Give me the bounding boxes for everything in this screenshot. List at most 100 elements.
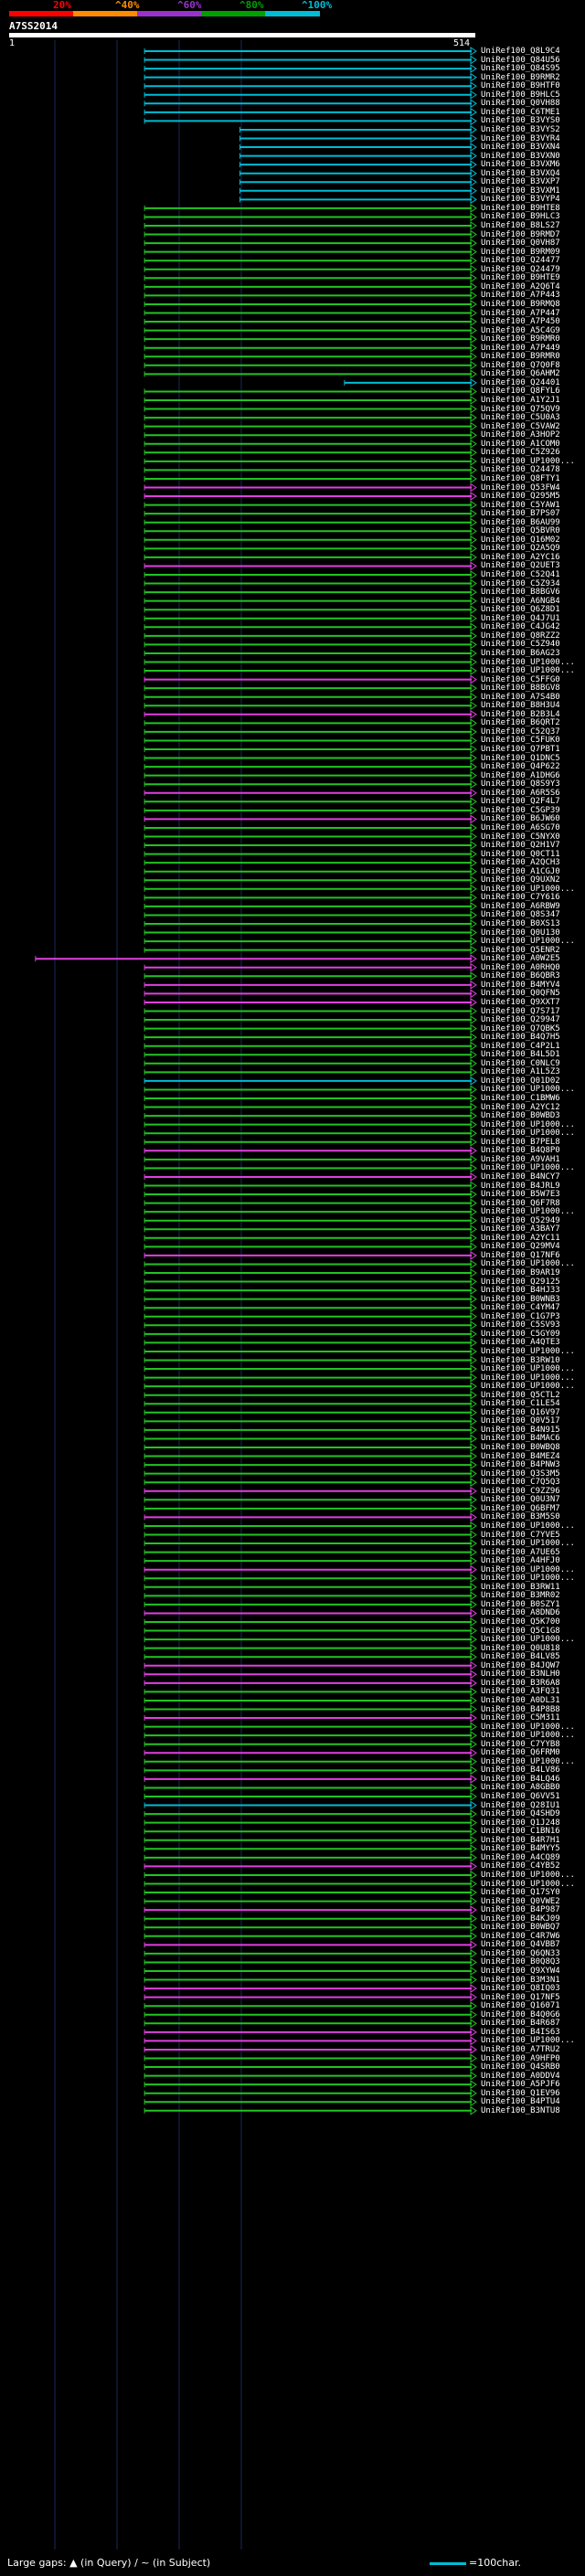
hit-label[interactable]: UniRef100_C5YAW1 (481, 500, 560, 510)
hit-label[interactable]: UniRef100_UP1000... (481, 1373, 575, 1383)
hit-label[interactable]: UniRef100_UP1000... (481, 1564, 575, 1574)
hit-label[interactable]: UniRef100_C1G7P3 (481, 1311, 560, 1321)
hit-label[interactable]: UniRef100_Q17NF6 (481, 1250, 560, 1260)
hit-label[interactable]: UniRef100_Q2UET3 (481, 561, 560, 571)
hit-label[interactable]: UniRef100_B4KJ09 (481, 1913, 560, 1924)
hit-label[interactable]: UniRef100_Q24401 (481, 377, 560, 387)
hit-label[interactable]: UniRef100_C7Q5Q3 (481, 1478, 560, 1488)
hit-label[interactable]: UniRef100_Q6BFM7 (481, 1503, 560, 1513)
hit-label[interactable]: UniRef100_UP1000... (481, 937, 575, 947)
hit-label[interactable]: UniRef100_UP1000... (481, 1756, 575, 1766)
hit-label[interactable]: UniRef100_Q7S717 (481, 1006, 560, 1016)
hit-label[interactable]: UniRef100_C52Q37 (481, 726, 560, 737)
hit-label[interactable]: UniRef100_A2YC11 (481, 1233, 560, 1243)
hit-label[interactable]: UniRef100_UP1000... (481, 1163, 575, 1173)
hit-label[interactable]: UniRef100_UP1000... (481, 1521, 575, 1531)
hit-label[interactable]: UniRef100_A0DL31 (481, 1695, 560, 1705)
hit-label[interactable]: UniRef100_B4P8B8 (481, 1704, 560, 1714)
hit-label[interactable]: UniRef100_A2QCH3 (481, 858, 560, 868)
hit-label[interactable]: UniRef100_B0XS13 (481, 919, 560, 928)
hit-label[interactable]: UniRef100_UP1000... (481, 1346, 575, 1356)
hit-label[interactable]: UniRef100_UP1000... (481, 1085, 575, 1095)
hit-label[interactable]: UniRef100_B3NTU8 (481, 2105, 560, 2115)
hit-label[interactable]: UniRef100_UP1000... (481, 2036, 575, 2046)
hit-label[interactable]: UniRef100_A7P450 (481, 317, 560, 327)
hit-label[interactable]: UniRef100_Q5K700 (481, 1617, 560, 1627)
hit-label[interactable]: UniRef100_Q4P622 (481, 762, 560, 772)
hit-label[interactable]: UniRef100_B6AU99 (481, 517, 560, 527)
hit-label[interactable]: UniRef100_Q295M5 (481, 492, 560, 502)
hit-label[interactable]: UniRef100_B8H3U4 (481, 701, 560, 711)
hit-label[interactable]: UniRef100_B3VXP7 (481, 177, 560, 187)
hit-label[interactable]: UniRef100_B9HTF0 (481, 81, 560, 91)
hit-label[interactable]: UniRef100_C5Z934 (481, 578, 560, 588)
hit-label[interactable]: UniRef100_A3HOP2 (481, 430, 560, 440)
hit-label[interactable]: UniRef100_B6QBR3 (481, 971, 560, 981)
hit-label[interactable]: UniRef100_B4PNW3 (481, 1460, 560, 1470)
hit-label[interactable]: UniRef100_Q29MV4 (481, 1242, 560, 1252)
hit-label[interactable]: UniRef100_A1L5Z3 (481, 1067, 560, 1077)
hit-label[interactable]: UniRef100_A9VAH1 (481, 1154, 560, 1164)
hit-label[interactable]: UniRef100_C4P2L1 (481, 1041, 560, 1051)
hit-label[interactable]: UniRef100_B4IS63 (481, 2027, 560, 2037)
hit-label[interactable]: UniRef100_C52Q41 (481, 570, 560, 579)
hit-label[interactable]: UniRef100_B4MYY5 (481, 1844, 560, 1854)
hit-label[interactable]: UniRef100_B3NLH0 (481, 1670, 560, 1680)
hit-label[interactable]: UniRef100_A1Y2J1 (481, 396, 560, 405)
hit-label[interactable]: UniRef100_B3MR02 (481, 1591, 560, 1601)
hit-label[interactable]: UniRef100_UP1000... (481, 1207, 575, 1217)
hit-label[interactable]: UniRef100_Q8S9Y3 (481, 779, 560, 790)
hit-label[interactable]: UniRef100_Q5CTL2 (481, 1390, 560, 1400)
hit-label[interactable]: UniRef100_B4Q8P0 (481, 1146, 560, 1156)
hit-label[interactable]: UniRef100_B8LS27 (481, 221, 560, 230)
hit-label[interactable]: UniRef100_C5GP39 (481, 805, 560, 815)
hit-label[interactable]: UniRef100_B9HTE8 (481, 203, 560, 213)
hit-label[interactable]: UniRef100_Q2F4L7 (481, 797, 560, 807)
hit-label[interactable]: UniRef100_C4YB52 (481, 1861, 560, 1871)
hit-label[interactable]: UniRef100_B4L5D1 (481, 1050, 560, 1060)
hit-label[interactable]: UniRef100_A6SG70 (481, 822, 560, 832)
hit-label[interactable]: UniRef100_B3VXM1 (481, 186, 560, 196)
hit-label[interactable]: UniRef100_B9RMD7 (481, 229, 560, 239)
hit-label[interactable]: UniRef100_B9HLC5 (481, 90, 560, 100)
hit-label[interactable]: UniRef100_Q6QN33 (481, 1948, 560, 1958)
hit-label[interactable]: UniRef100_Q6AHM2 (481, 369, 560, 379)
hit-label[interactable]: UniRef100_Q6F7R8 (481, 1198, 560, 1208)
hit-label[interactable]: UniRef100_Q0QFN5 (481, 989, 560, 999)
hit-label[interactable]: UniRef100_B8BGV6 (481, 588, 560, 598)
hit-label[interactable]: UniRef100_UP1000... (481, 456, 575, 466)
hit-label[interactable]: UniRef100_Q17SY0 (481, 1888, 560, 1898)
hit-label[interactable]: UniRef100_B4N915 (481, 1425, 560, 1435)
hit-label[interactable]: UniRef100_Q0CT11 (481, 849, 560, 859)
hit-label[interactable]: UniRef100_Q1J248 (481, 1818, 560, 1828)
hit-label[interactable]: UniRef100_B6QRT2 (481, 718, 560, 728)
hit-label[interactable]: UniRef100_A2Q6T4 (481, 281, 560, 292)
hit-label[interactable]: UniRef100_B9RMQ8 (481, 299, 560, 309)
hit-label[interactable]: UniRef100_B0WBD3 (481, 1111, 560, 1121)
hit-label[interactable]: UniRef100_A1CGJ0 (481, 866, 560, 876)
hit-label[interactable]: UniRef100_A1COM0 (481, 439, 560, 449)
hit-label[interactable]: UniRef100_A2YC12 (481, 1102, 560, 1112)
hit-label[interactable]: UniRef100_Q4J7U1 (481, 613, 560, 623)
hit-label[interactable]: UniRef100_C7Y616 (481, 893, 560, 903)
hit-label[interactable]: UniRef100_B3M5S0 (481, 1512, 560, 1522)
hit-label[interactable]: UniRef100_C5M311 (481, 1713, 560, 1723)
hit-label[interactable]: UniRef100_Q5ENR2 (481, 945, 560, 955)
hit-label[interactable]: UniRef100_Q5BVR0 (481, 526, 560, 536)
hit-label[interactable]: UniRef100_Q8L9C4 (481, 47, 560, 56)
hit-label[interactable]: UniRef100_Q8FTY1 (481, 473, 560, 483)
hit-label[interactable]: UniRef100_Q2H1V7 (481, 841, 560, 851)
hit-label[interactable]: UniRef100_UP1000... (481, 666, 575, 676)
hit-label[interactable]: UniRef100_Q2A5Q9 (481, 544, 560, 554)
hit-label[interactable]: UniRef100_C4R7W6 (481, 1931, 560, 1941)
hit-label[interactable]: UniRef100_UP1000... (481, 1129, 575, 1139)
hit-label[interactable]: UniRef100_B4LQ46 (481, 1774, 560, 1784)
hit-label[interactable]: UniRef100_B9HTE9 (481, 273, 560, 283)
hit-label[interactable]: UniRef100_C5NYX0 (481, 832, 560, 842)
hit-label[interactable]: UniRef100_Q6FRM0 (481, 1748, 560, 1758)
hit-label[interactable]: UniRef100_Q1DNC5 (481, 753, 560, 763)
hit-label[interactable]: UniRef100_A7P447 (481, 308, 560, 318)
hit-label[interactable]: UniRef100_C5U0A3 (481, 413, 560, 423)
hit-label[interactable]: UniRef100_Q9XXT7 (481, 997, 560, 1007)
hit-label[interactable]: UniRef100_A4QTE3 (481, 1338, 560, 1348)
